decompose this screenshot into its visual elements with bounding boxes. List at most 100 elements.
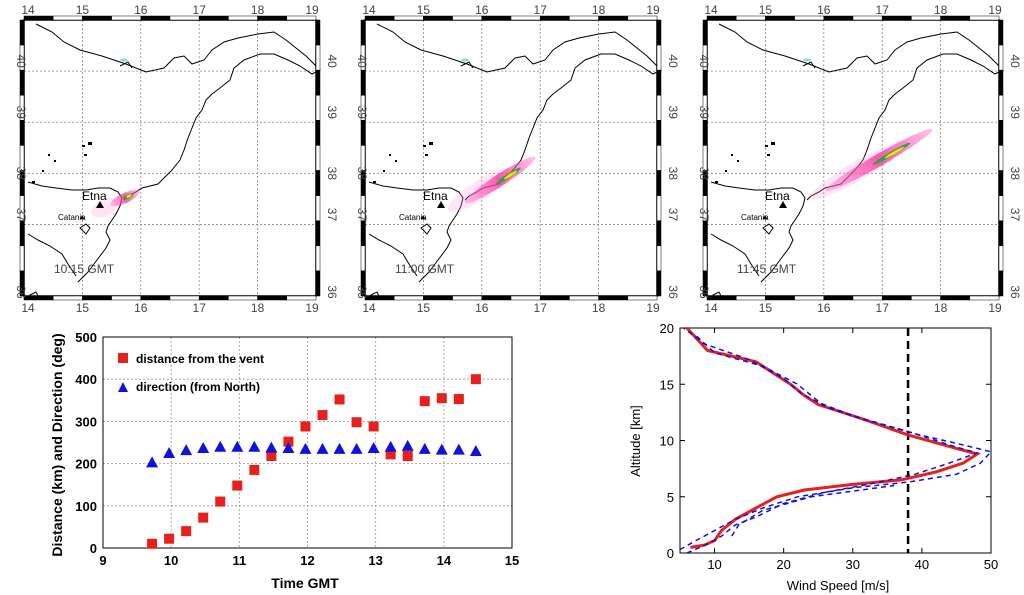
map-scale-bar: [702, 270, 708, 297]
map-scale-bar: [823, 295, 854, 301]
wind-x-tick-label: 30: [846, 557, 860, 572]
distance-point: [147, 538, 158, 549]
direction-point: [401, 439, 414, 451]
map-scale-bar: [998, 69, 1004, 96]
map-lon-tick-label: 18: [251, 301, 265, 315]
map-scale-bar: [315, 195, 321, 221]
distance-point: [317, 410, 328, 421]
distance-point: [470, 374, 481, 385]
wind-x-axis-label: Wind Speed [m/s]: [787, 578, 890, 593]
map-panel: Etna Catania 10:15 GMT 14 14 15 15 16 16 17 17 18 18…: [14, 3, 339, 315]
map-lat-tick-label: 36: [1008, 285, 1022, 299]
map-scale-bar: [881, 295, 912, 301]
wind-profile-bound-line: [683, 328, 980, 553]
map-scale-bar: [998, 120, 1004, 146]
map-scale-bar: [998, 44, 1004, 71]
etna-label: Etna: [423, 189, 448, 203]
map-lat-tick-label: 40: [666, 54, 680, 68]
distance-point: [334, 394, 345, 405]
map-scale-bar: [19, 220, 25, 247]
wind-y-tick-label: 5: [667, 490, 674, 505]
map-lon-tick-label: 18: [251, 3, 265, 17]
map-scale-bar: [569, 295, 599, 301]
map-lat-tick-label: 38: [14, 167, 28, 181]
map-scale-bar: [315, 19, 321, 46]
map-scale-bar: [393, 295, 424, 301]
map-scale-bar: [702, 245, 708, 272]
map-scale-bar: [169, 295, 200, 301]
map-lon-tick-label: 15: [76, 301, 90, 315]
map-lat-tick-label: 37: [355, 208, 369, 222]
map-lat-tick-label: 38: [355, 167, 369, 181]
scatter-y-tick-label: 100: [75, 499, 97, 514]
map-scale-bar: [702, 69, 708, 96]
map-scale-bar: [315, 170, 321, 196]
scatter-x-tick-label: 15: [505, 553, 519, 568]
wind-y-tick-label: 0: [667, 546, 674, 561]
scatter-x-tick-label: 13: [368, 553, 382, 568]
map-scale-bar: [911, 295, 941, 301]
map-scale-bar: [998, 245, 1004, 272]
distance-point: [419, 396, 430, 407]
map-scale-bar: [19, 120, 25, 146]
direction-point: [350, 442, 363, 454]
map-scale-bar: [998, 170, 1004, 196]
map-lat-tick-label: 38: [697, 167, 711, 181]
etna-marker-icon: [437, 201, 445, 208]
catania-marker-icon: [763, 215, 767, 219]
direction-point: [282, 441, 295, 453]
map-lat-tick-label: 40: [14, 54, 28, 68]
map-lon-tick-label: 14: [704, 301, 718, 315]
distance-point: [181, 526, 192, 537]
map-lat-tick-label: 40: [355, 54, 369, 68]
distance-point: [402, 451, 413, 462]
map-lat-tick-label: 39: [14, 106, 28, 120]
map-lon-tick-label: 18: [592, 3, 606, 17]
distance-point: [198, 512, 209, 523]
map-scale-bar: [998, 195, 1004, 221]
plume-speck: [803, 58, 811, 62]
map-scale-bar: [286, 295, 317, 301]
map-scale-bar: [656, 170, 662, 196]
distance-point: [368, 421, 379, 432]
map-lat-tick-label: 39: [1008, 106, 1022, 120]
scatter-y-tick-label: 200: [75, 457, 97, 472]
map-scale-bar: [627, 295, 658, 301]
map-scale-bar: [702, 120, 708, 146]
wind-profile-bound-line: [680, 333, 991, 551]
map-lon-tick-label: 16: [134, 301, 148, 315]
map-scale-bar: [735, 295, 766, 301]
map-scale-bar: [510, 295, 541, 301]
map-lat-tick-label: 38: [325, 167, 339, 181]
ash-plume-peak: [126, 194, 132, 198]
map-panel: Etna Catania 11:00 GMT 14 14 15 15 16 16 17 17 18 18…: [355, 3, 680, 315]
map-lon-tick-label: 18: [592, 301, 606, 315]
map-lon-tick-label: 19: [646, 3, 660, 17]
map-lat-tick-label: 37: [666, 208, 680, 222]
map-scale-bar: [656, 19, 662, 46]
map-lat-tick-label: 37: [1008, 208, 1022, 222]
ash-plume-peak: [884, 146, 905, 159]
map-scale-bar: [656, 220, 662, 247]
map-lon-tick-label: 16: [475, 3, 489, 17]
scatter-legend: distance from the vent direction (from N…: [118, 352, 264, 394]
map-scale-bar: [315, 145, 321, 171]
ash-plume-peak: [504, 170, 517, 180]
direction-point: [367, 441, 380, 453]
map-lat-tick-label: 38: [666, 167, 680, 181]
map-scale-bar: [852, 295, 883, 301]
etna-marker-icon: [96, 201, 104, 208]
legend-square-marker: [118, 353, 128, 363]
map-scale-bar: [998, 19, 1004, 46]
wind-lines: [680, 328, 991, 553]
map-scale-bar: [998, 220, 1004, 247]
map-time-label: 11:00 GMT: [395, 262, 455, 276]
scatter-x-axis-label: Time GMT: [271, 575, 339, 591]
map-lat-tick-label: 39: [666, 106, 680, 120]
scatter-x-tick-label: 12: [300, 553, 314, 568]
map-lat-tick-label: 36: [325, 285, 339, 299]
direction-point: [180, 444, 193, 456]
map-lat-tick-label: 38: [1008, 167, 1022, 181]
map-scale-bar: [969, 295, 1000, 301]
map-scale-bar: [315, 44, 321, 71]
